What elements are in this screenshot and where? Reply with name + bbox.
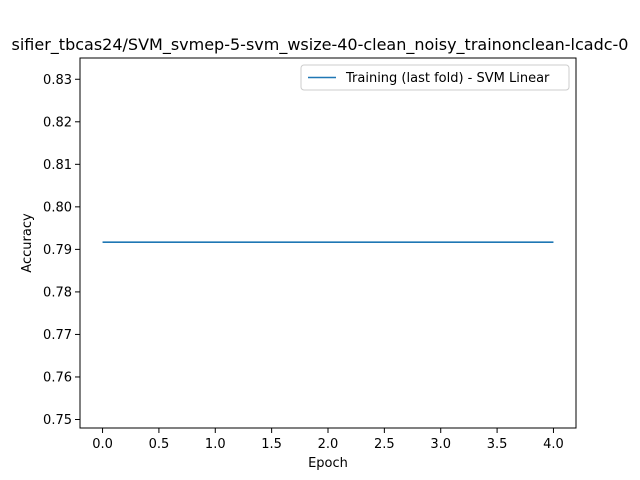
y-tick-label: 0.76 xyxy=(43,370,72,385)
x-tick-label: 1.0 xyxy=(205,437,226,452)
x-tick-label: 4.0 xyxy=(543,437,564,452)
x-axis: 0.0 0.5 1.0 1.5 2.0 2.5 3.0 3.5 4.0 xyxy=(92,428,564,452)
x-axis-label: Epoch xyxy=(308,456,348,471)
y-tick-label: 0.81 xyxy=(43,158,72,173)
x-tick-label: 2.0 xyxy=(318,437,339,452)
x-tick-label: 0.0 xyxy=(92,437,113,452)
y-tick-label: 0.80 xyxy=(43,200,72,215)
x-tick-label: 3.0 xyxy=(430,437,451,452)
x-tick-label: 2.5 xyxy=(374,437,395,452)
x-tick-label: 3.5 xyxy=(487,437,508,452)
legend: Training (last fold) - SVM Linear xyxy=(300,64,570,91)
y-tick-label: 0.83 xyxy=(43,73,72,88)
legend-label: Training (last fold) - SVM Linear xyxy=(345,71,550,86)
chart-title: sifier_tbcas24/SVM_svmep-5-svm_wsize-40-… xyxy=(12,35,629,55)
x-tick-label: 0.5 xyxy=(149,437,170,452)
y-tick-label: 0.79 xyxy=(43,243,72,258)
y-tick-label: 0.78 xyxy=(43,285,72,300)
legend-box xyxy=(300,64,570,91)
y-axis: 0.75 0.76 0.77 0.78 0.79 0.80 0.81 0.82 0.83 xyxy=(43,73,80,428)
y-axis-label: Accuracy xyxy=(20,213,35,273)
y-tick-label: 0.82 xyxy=(43,115,72,130)
y-tick-label: 0.75 xyxy=(43,413,72,428)
x-tick-label: 1.5 xyxy=(261,437,282,452)
y-tick-label: 0.77 xyxy=(43,328,72,343)
